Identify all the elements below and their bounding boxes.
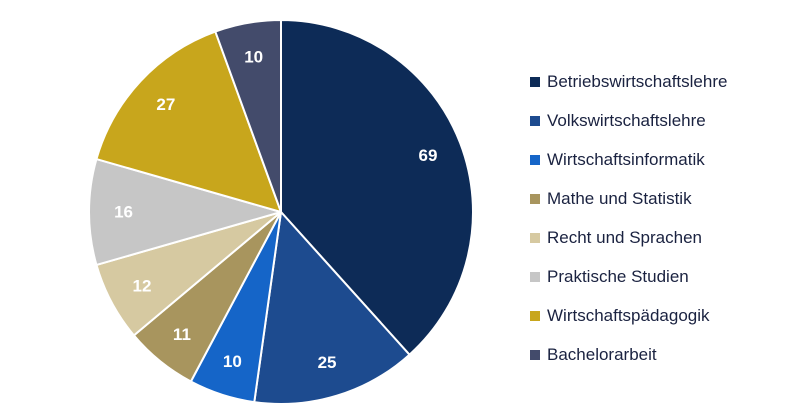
pie-slice-betriebswirtschaftslehre — [280, 19, 474, 356]
slice-value-label-praktische-studien: 16 — [114, 203, 133, 222]
legend-label: Wirtschaftsinformatik — [547, 149, 705, 169]
pie-slice-wirtschaftspaedagogik — [95, 30, 282, 213]
pie-slice-praktische-studien — [88, 158, 282, 266]
legend-item-recht-und-sprachen: Recht und Sprachen — [530, 218, 727, 257]
legend-item-wirtschaftsinformatik: Wirtschaftsinformatik — [530, 140, 727, 179]
pie-slice-volkswirtschaftslehre — [253, 211, 411, 405]
slice-value-label-wirtschaftspaedagogik: 27 — [156, 95, 175, 114]
legend-label: Mathe und Statistik — [547, 188, 692, 208]
legend-item-betriebswirtschaftslehre: Betriebswirtschaftslehre — [530, 62, 727, 101]
legend-label: Recht und Sprachen — [547, 227, 702, 247]
slice-value-label-betriebswirtschaftslehre: 69 — [419, 146, 438, 165]
legend-swatch — [530, 193, 540, 204]
slice-value-label-wirtschaftsinformatik: 10 — [223, 352, 242, 371]
legend-label: Wirtschaftspädagogik — [547, 305, 710, 325]
legend-swatch — [530, 154, 540, 165]
legend-swatch — [530, 232, 540, 243]
legend-label: Praktische Studien — [547, 266, 689, 286]
legend-swatch — [530, 76, 540, 87]
legend-swatch — [530, 271, 540, 282]
legend-swatch — [530, 115, 540, 126]
legend-swatch — [530, 349, 540, 360]
slice-value-label-volkswirtschaftslehre: 25 — [318, 353, 337, 372]
slice-value-label-recht-und-sprachen: 12 — [133, 276, 152, 295]
legend-label: Bachelorarbeit — [547, 344, 657, 364]
legend-swatch — [530, 310, 540, 321]
slice-value-label-bachelorarbeit: 10 — [244, 47, 263, 66]
legend-item-volkswirtschaftslehre: Volkswirtschaftslehre — [530, 101, 727, 140]
legend-label: Volkswirtschaftslehre — [547, 110, 706, 130]
legend-item-praktische-studien: Praktische Studien — [530, 257, 727, 296]
legend-item-mathe-und-statistik: Mathe und Statistik — [530, 179, 727, 218]
slice-value-label-mathe-und-statistik: 11 — [173, 325, 191, 344]
legend-label: Betriebswirtschaftslehre — [547, 71, 728, 91]
legend-item-bachelorarbeit: Bachelorarbeit — [530, 335, 727, 374]
legend-item-wirtschaftspaedagogik: Wirtschaftspädagogik — [530, 296, 727, 335]
chart-legend: Betriebswirtschaftslehre Volkswirtschafts… — [530, 62, 727, 374]
pie-slice-bachelorarbeit — [214, 19, 282, 213]
